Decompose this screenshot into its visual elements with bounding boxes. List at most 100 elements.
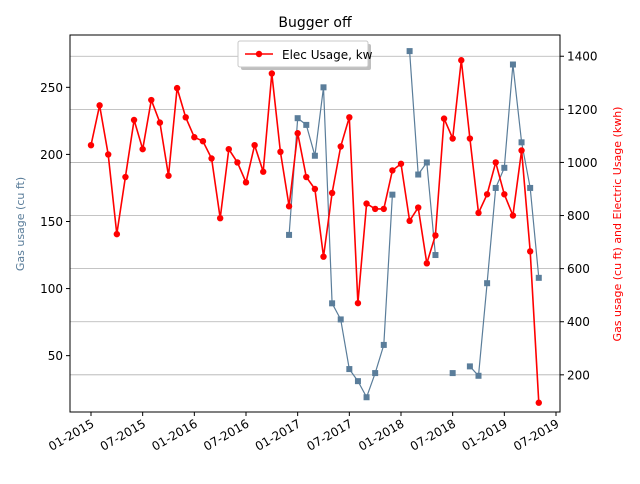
right-tick-label: 1200	[567, 103, 598, 117]
gas-point	[320, 84, 327, 91]
gas-point	[380, 341, 387, 348]
gas-point	[492, 184, 499, 191]
elec-point	[389, 167, 396, 174]
elec-point	[260, 168, 267, 175]
gas-point	[501, 164, 508, 171]
legend-entry-elec: Elec Usage, kw	[282, 48, 373, 62]
right-y-axis: 200 400 600 800 1000 1200 1400	[560, 50, 598, 382]
elec-point	[191, 134, 198, 141]
elec-point	[354, 299, 362, 307]
gas-point	[475, 372, 482, 379]
gas-point	[535, 274, 542, 281]
x-tick-label: 07-2018	[408, 416, 458, 453]
gas-point	[415, 171, 422, 178]
grid-layer	[70, 55, 560, 376]
elec-point	[251, 141, 258, 149]
elec-point	[432, 232, 439, 239]
left-tick-label: 100	[40, 282, 63, 296]
elec-point	[216, 214, 224, 222]
elec-point	[501, 191, 508, 198]
x-tick-label: 07-2016	[201, 416, 251, 453]
plot-frame	[69, 34, 561, 413]
left-axis-label: Gas usage (cu ft)	[14, 177, 27, 271]
elec-point	[328, 189, 336, 197]
gas-point	[311, 152, 318, 159]
left-y-axis: 50 100 150 200 250	[40, 81, 70, 363]
chart-title: Bugger off	[278, 15, 352, 31]
elec-point	[475, 209, 482, 217]
right-tick-label: 200	[567, 368, 590, 382]
gas-series-line	[469, 64, 540, 378]
elec-series-layer	[87, 57, 542, 406]
elec-point	[518, 147, 525, 154]
elec-point	[156, 119, 164, 126]
elec-point	[199, 137, 207, 145]
x-tick-label: 07-2017	[304, 416, 354, 453]
elec-series-line	[90, 60, 540, 403]
gas-point	[423, 159, 430, 166]
right-tick-label: 1400	[567, 50, 598, 64]
gas-point	[337, 316, 344, 323]
elec-point	[397, 160, 405, 167]
left-tick-label: 150	[40, 215, 63, 229]
elec-point	[483, 191, 491, 198]
elec-point	[139, 145, 146, 153]
elec-point	[148, 96, 155, 104]
elec-point	[87, 141, 95, 149]
x-tick-label: 07-2019	[511, 416, 561, 453]
gas-point	[466, 363, 473, 370]
gas-point	[518, 139, 525, 146]
gas-point	[432, 252, 439, 259]
gas-point	[303, 121, 310, 128]
elec-point	[208, 155, 215, 162]
elec-point	[311, 185, 319, 193]
right-tick-label: 800	[567, 209, 590, 223]
elec-point	[380, 205, 387, 213]
x-tick-label: 01-2017	[253, 416, 303, 453]
elec-point	[458, 57, 465, 64]
x-tick-label: 01-2015	[46, 416, 96, 453]
elec-point	[113, 230, 121, 238]
elec-point	[268, 70, 276, 77]
elec-point	[130, 116, 138, 124]
elec-point	[371, 205, 379, 213]
x-tick-label: 01-2018	[356, 416, 406, 453]
elec-point	[466, 135, 474, 142]
right-axis-label: Gas usage (cu ft) and Electric Usage (kw…	[611, 107, 624, 342]
gas-series-layer	[286, 48, 542, 401]
elec-point	[165, 172, 172, 179]
gas-point	[286, 231, 293, 238]
left-tick-label: 200	[40, 148, 63, 162]
elec-point	[363, 200, 370, 207]
gas-point	[363, 394, 370, 401]
gas-point	[527, 184, 534, 191]
elec-point	[509, 212, 517, 219]
elec-point	[277, 148, 284, 156]
elec-point	[225, 145, 232, 153]
elec-point	[294, 130, 301, 137]
elec-point	[242, 179, 250, 186]
legend: Elec Usage, kw	[237, 40, 373, 70]
gas-series-line	[288, 87, 393, 399]
gas-point	[329, 300, 336, 307]
gas-point	[372, 370, 379, 377]
gas-series-line	[409, 51, 436, 256]
gas-point	[449, 370, 456, 377]
x-tick-label: 01-2016	[149, 416, 199, 453]
left-tick-label: 250	[40, 81, 63, 95]
elec-point	[423, 260, 431, 267]
gas-point	[389, 191, 396, 198]
elec-point	[285, 203, 293, 210]
elec-point	[337, 143, 344, 150]
elec-point	[406, 217, 413, 225]
right-tick-label: 1000	[567, 156, 598, 170]
elec-point	[303, 173, 310, 181]
elec-point	[173, 84, 181, 92]
elec-point	[320, 253, 327, 260]
gas-point	[484, 280, 491, 287]
elec-point	[526, 248, 534, 255]
elec-point	[182, 114, 189, 121]
gas-point	[294, 115, 301, 122]
x-tick-label: 07-2015	[98, 416, 148, 453]
